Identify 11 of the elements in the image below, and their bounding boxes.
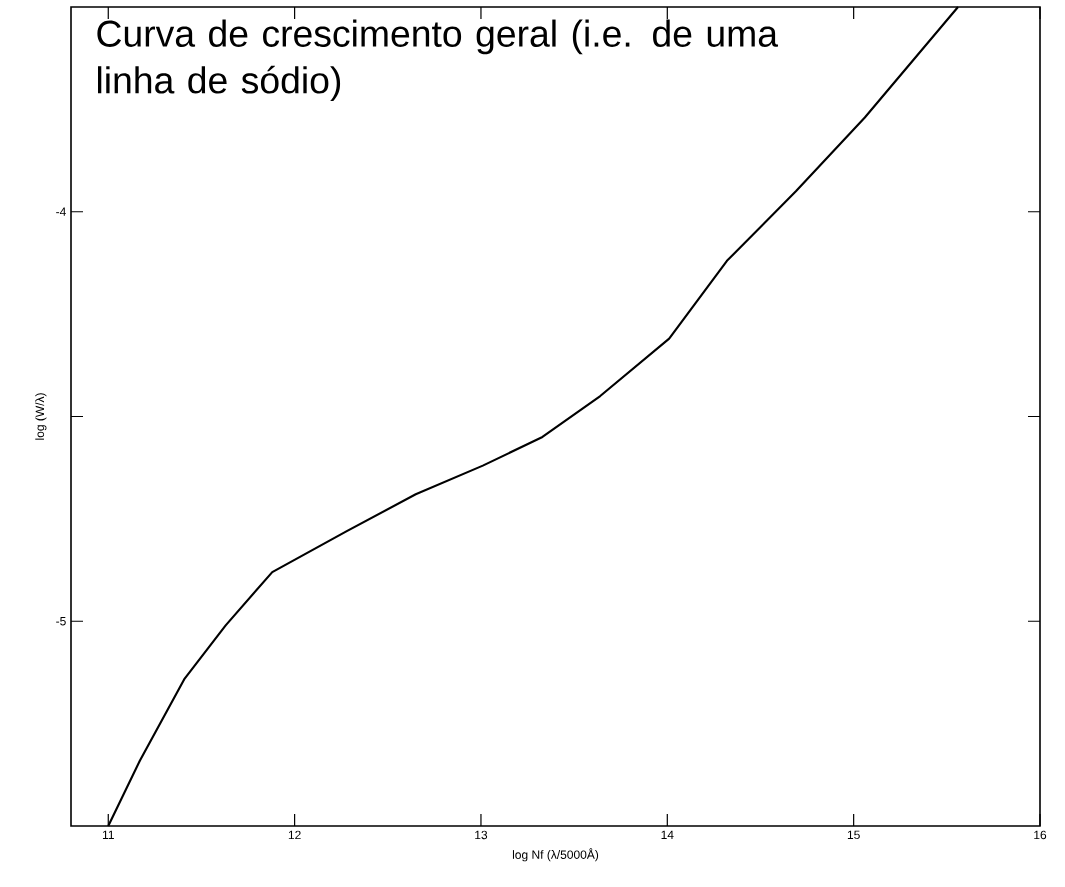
y-tick-label: -4	[56, 207, 66, 216]
x-tick-label: 16	[1034, 830, 1047, 840]
x-tick-label: 15	[847, 830, 860, 840]
x-tick-label: 11	[102, 830, 114, 839]
y-axis-title: log (W/λ)	[35, 393, 47, 440]
x-tick-label: 14	[661, 830, 674, 839]
x-axis-title: log Nf (λ/5000Å)	[512, 848, 599, 862]
x-tick-label: 12	[288, 830, 301, 840]
y-tick-label: -5	[56, 617, 66, 626]
annotation: Curva de crescimento geral (i.e. de uma linha de sódio)	[97, 19, 779, 101]
x-tick-label: 13	[475, 830, 488, 840]
